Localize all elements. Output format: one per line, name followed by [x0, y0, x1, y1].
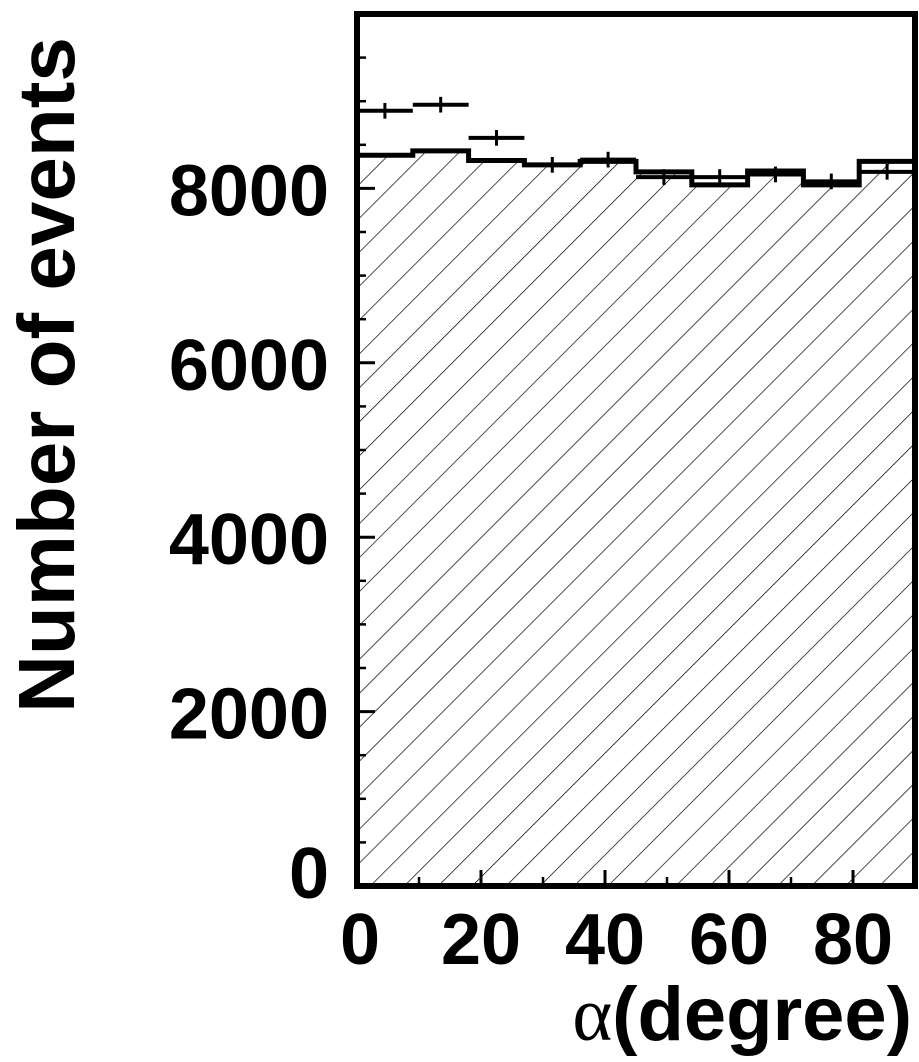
histogram-bin: [692, 185, 748, 886]
x-axis-title-text: (degree): [612, 972, 912, 1057]
y-tick-label: 8000: [169, 151, 329, 231]
data-point: [747, 166, 804, 183]
x-tick-label: 40: [565, 900, 645, 980]
histogram-bin: [636, 172, 692, 886]
data-point: [468, 129, 525, 146]
data-point: [412, 96, 469, 113]
histogram-bin: [580, 161, 636, 886]
y-axis-title: Number of events: [2, 37, 91, 713]
x-tick-label: 0: [340, 900, 380, 980]
data-point: [803, 173, 860, 190]
y-tick-label: 0: [289, 834, 329, 914]
histogram-bin: [357, 155, 413, 886]
x-axis-title: α(degree): [572, 972, 912, 1057]
data-point: [524, 157, 581, 173]
histogram-hatch-fill: [357, 150, 915, 886]
data-point: [859, 163, 915, 180]
y-tick-label: 6000: [169, 326, 329, 406]
x-axis-title-symbol: α: [572, 973, 612, 1057]
data-point: [691, 169, 748, 185]
histogram-bin: [748, 171, 804, 886]
data-point: [580, 151, 636, 168]
histogram-bin: [859, 161, 915, 886]
x-tick-label: 60: [689, 900, 769, 980]
histogram-bin: [413, 151, 469, 886]
x-tick-label: 80: [813, 900, 893, 980]
y-tick-label: 4000: [169, 500, 329, 580]
histogram-bin: [524, 165, 580, 886]
histogram-bin: [469, 160, 525, 886]
histogram-bin: [803, 185, 859, 886]
x-tick-label: 20: [441, 900, 521, 980]
y-tick-label: 2000: [169, 675, 329, 755]
data-point: [636, 169, 692, 185]
data-point: [357, 102, 413, 119]
